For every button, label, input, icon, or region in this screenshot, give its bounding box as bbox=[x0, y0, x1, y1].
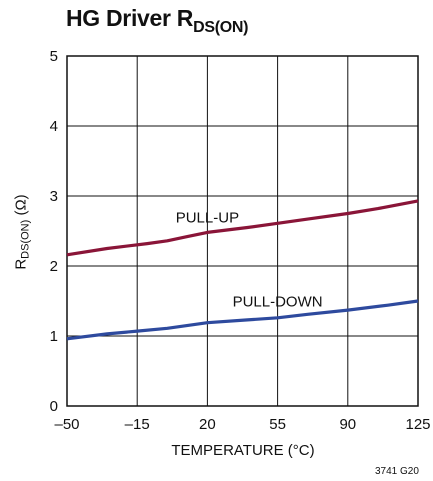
chart-title: HG Driver RDS(ON) bbox=[66, 5, 248, 37]
series-line-pull-up bbox=[66, 199, 419, 257]
figure-code: 3741 G20 bbox=[375, 466, 419, 477]
y-axis-label-subscript: DS(ON) bbox=[19, 219, 32, 259]
y-tick-label: 3 bbox=[50, 188, 58, 205]
y-axis-label-main: R bbox=[12, 258, 30, 270]
y-tick-label: 1 bbox=[50, 328, 58, 345]
y-tick-label: 4 bbox=[50, 118, 58, 135]
x-tick-label: 90 bbox=[339, 416, 356, 433]
series-annotations: PULL-UP PULL-DOWN bbox=[176, 210, 323, 311]
x-tick-label: –50 bbox=[54, 416, 79, 433]
y-axis-label-unit: (Ω) bbox=[12, 194, 30, 220]
series-line-pull-down bbox=[66, 299, 419, 341]
y-tick-label: 2 bbox=[50, 258, 58, 275]
y-tick-label: 0 bbox=[50, 398, 58, 415]
annotation-pull-down: PULL-DOWN bbox=[233, 294, 323, 311]
y-axis-label: RDS(ON) (Ω) bbox=[13, 194, 32, 269]
y-tick-label: 5 bbox=[50, 48, 58, 65]
chart-title-main: HG Driver R bbox=[66, 5, 194, 31]
series-group bbox=[66, 199, 419, 341]
x-tick-label: 55 bbox=[269, 416, 286, 433]
x-tick-label: 125 bbox=[405, 416, 430, 433]
x-tick-label: 20 bbox=[199, 416, 216, 433]
plot-area-frame bbox=[66, 55, 419, 407]
x-tick-labels: –50 –15 20 55 90 125 bbox=[54, 416, 430, 433]
annotation-pull-up: PULL-UP bbox=[176, 210, 239, 227]
grid-lines bbox=[67, 56, 418, 406]
x-axis-label: TEMPERATURE (°C) bbox=[171, 442, 315, 459]
chart-title-subscript: DS(ON) bbox=[193, 19, 249, 36]
y-tick-labels: 0 1 2 3 4 5 bbox=[50, 48, 58, 415]
x-tick-label: –15 bbox=[125, 416, 150, 433]
